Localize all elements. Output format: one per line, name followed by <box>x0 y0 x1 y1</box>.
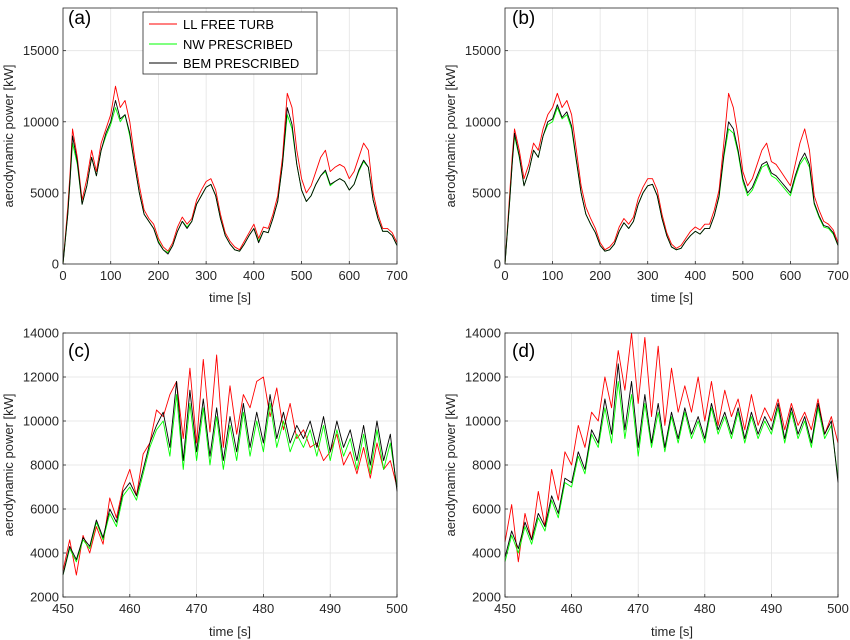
x-tick-label: 200 <box>148 268 170 283</box>
panel-a: 0 100 200 300 400 500 600 700 0 5000 10000 15000 (a… <box>1 7 408 305</box>
x-tick-label: 300 <box>637 268 659 283</box>
x-tick-label: 490 <box>761 601 783 616</box>
legend-box <box>142 11 318 75</box>
y-tick-label: 4000 <box>472 546 501 561</box>
x-axis-label: time [s] <box>651 624 693 639</box>
x-tick-label: 500 <box>291 268 313 283</box>
y-tick-label: 5000 <box>30 185 59 200</box>
x-axis-label: time [s] <box>651 290 693 305</box>
y-tick-label: 5000 <box>472 185 501 200</box>
y-tick-label: 2000 <box>472 590 501 605</box>
legend-label-ll-free-turb: LL FREE TURB <box>183 17 274 32</box>
x-axis-label: time [s] <box>209 624 251 639</box>
y-tick-label: 6000 <box>472 502 501 517</box>
y-tick-label: 10000 <box>465 414 501 429</box>
y-tick-label: 10000 <box>465 114 501 129</box>
series-line-ll-free-turb <box>504 92 839 265</box>
x-tick-label: 480 <box>253 601 275 616</box>
series-line-ll-free-turb <box>504 332 839 563</box>
y-tick-label: 15000 <box>23 43 59 58</box>
x-tick-label: 460 <box>561 601 583 616</box>
y-tick-label: 12000 <box>23 370 59 385</box>
y-tick-label: 14000 <box>465 326 501 341</box>
panel-label: (c) <box>68 341 90 362</box>
x-tick-label: 460 <box>119 601 141 616</box>
series-line-bem-prescribed <box>504 104 839 265</box>
series-line-nw-prescribed <box>504 380 839 562</box>
x-tick-label: 450 <box>52 601 74 616</box>
x-tick-label: 500 <box>386 601 408 616</box>
x-tick-label: 500 <box>732 268 754 283</box>
x-tick-label: 400 <box>684 268 706 283</box>
series-line-bem-prescribed <box>504 363 839 558</box>
y-tick-label: 2000 <box>30 590 59 605</box>
x-tick-label: 100 <box>100 268 122 283</box>
x-tick-label: 450 <box>494 601 516 616</box>
y-tick-label: 14000 <box>23 326 59 341</box>
y-tick-label: 10000 <box>23 414 59 429</box>
y-axis-label: aerodynamic power [kW] <box>1 64 16 207</box>
panel-label: (d) <box>512 341 535 362</box>
panel-d: 450 460 470 480 490 500 2000 4000 6000 8000 10000 1… <box>443 326 849 640</box>
x-tick-label: 0 <box>59 268 66 283</box>
x-tick-label: 470 <box>186 601 208 616</box>
y-tick-label: 15000 <box>465 43 501 58</box>
y-tick-label: 4000 <box>30 546 59 561</box>
legend-label-nw-prescribed: NW PRESCRIBED <box>183 37 293 52</box>
plot-area <box>505 8 838 264</box>
x-tick-label: 480 <box>694 601 716 616</box>
y-axis-label: aerodynamic power [kW] <box>1 393 16 536</box>
y-axis-label: aerodynamic power [kW] <box>443 393 458 536</box>
legend: LL FREE TURB NW PRESCRIBED BEM PRESCRIBE… <box>142 11 318 75</box>
panel-label: (b) <box>512 8 535 29</box>
y-tick-label: 6000 <box>30 502 59 517</box>
y-tick-label: 12000 <box>465 370 501 385</box>
series-line-bem-prescribed <box>62 99 398 265</box>
panel-b: 0 100 200 300 400 500 600 700 0 5000 10000 15000 (b… <box>443 7 849 305</box>
y-tick-label: 10000 <box>23 114 59 129</box>
x-tick-label: 500 <box>827 601 849 616</box>
x-tick-label: 300 <box>195 268 217 283</box>
series-line-ll-free-turb <box>62 85 398 265</box>
series-line-ll-free-turb <box>62 354 398 576</box>
x-tick-label: 400 <box>243 268 265 283</box>
axes-box <box>504 7 839 265</box>
x-axis-label: time [s] <box>209 290 251 305</box>
y-tick-label: 8000 <box>30 458 59 473</box>
x-tick-label: 200 <box>589 268 611 283</box>
x-tick-label: 600 <box>780 268 802 283</box>
x-tick-label: 490 <box>319 601 341 616</box>
x-tick-label: 700 <box>827 268 849 283</box>
y-axis-label: aerodynamic power [kW] <box>443 64 458 207</box>
x-tick-label: 0 <box>501 268 508 283</box>
legend-label-bem-prescribed: BEM PRESCRIBED <box>183 56 299 71</box>
x-tick-label: 600 <box>338 268 360 283</box>
x-tick-label: 100 <box>542 268 564 283</box>
y-tick-label: 0 <box>494 257 501 272</box>
axes-box <box>62 7 398 265</box>
series-line-bem-prescribed <box>62 380 398 576</box>
series-line-nw-prescribed <box>62 394 398 576</box>
y-tick-label: 8000 <box>472 458 501 473</box>
y-tick-label: 0 <box>52 257 59 272</box>
x-tick-label: 470 <box>627 601 649 616</box>
panel-label: (a) <box>68 8 91 29</box>
x-tick-label: 700 <box>386 268 408 283</box>
panel-c: 450 460 470 480 490 500 2000 4000 6000 8000 10000 1… <box>1 326 408 640</box>
